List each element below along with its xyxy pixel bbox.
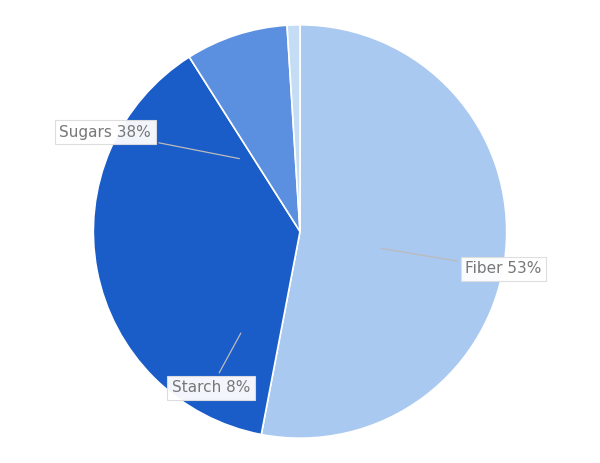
Wedge shape <box>261 25 506 438</box>
Wedge shape <box>94 57 300 434</box>
Text: Sugars 38%: Sugars 38% <box>59 125 239 159</box>
Wedge shape <box>287 25 300 232</box>
Wedge shape <box>189 25 300 232</box>
Text: Fiber 53%: Fiber 53% <box>381 249 542 276</box>
Text: Starch 8%: Starch 8% <box>172 333 250 395</box>
